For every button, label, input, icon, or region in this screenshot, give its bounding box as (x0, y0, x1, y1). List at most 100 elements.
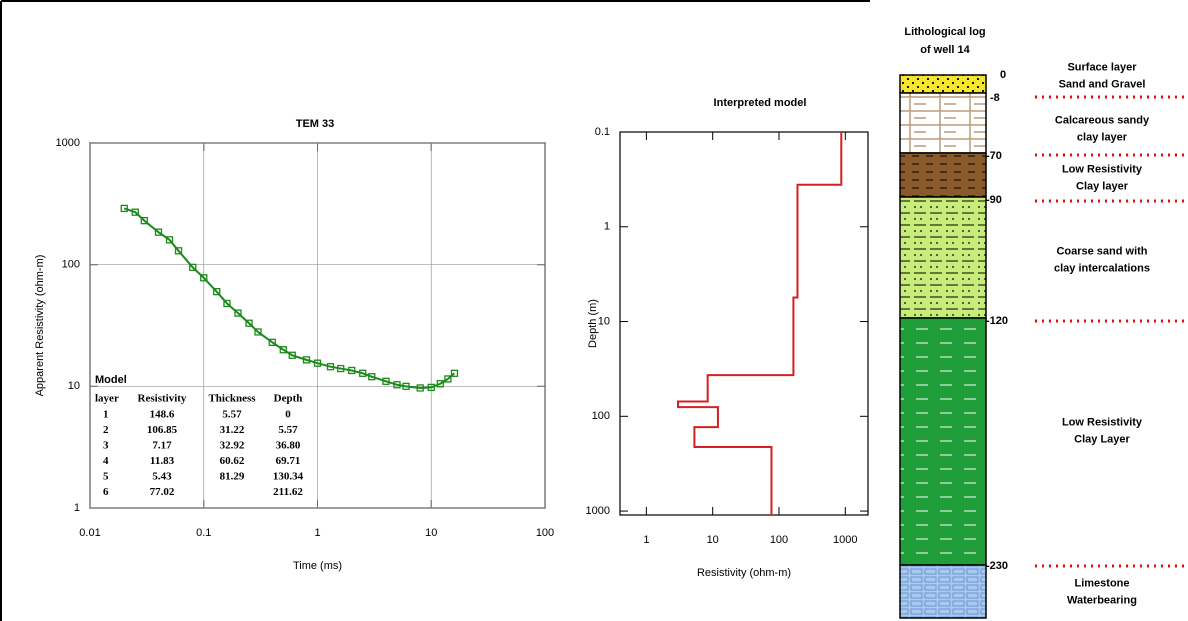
x-tick-label: 1 (643, 534, 649, 546)
table-cell: 6 (103, 486, 109, 498)
data-point (313, 359, 322, 367)
data-point (189, 263, 197, 272)
layer-description: Clay Layer (1074, 433, 1130, 445)
table-header: Resistivity (138, 393, 187, 405)
fit-line (123, 207, 456, 389)
table-cell: 5.43 (152, 471, 172, 483)
depth-label: 0 (1000, 69, 1006, 81)
boundary-lines (1035, 95, 1188, 568)
y-tick-label: 1 (74, 502, 80, 514)
depth-label: -70 (986, 150, 1002, 162)
data-point (223, 299, 231, 308)
data-point (154, 228, 163, 236)
data-point (213, 288, 221, 296)
x-tick-label: 100 (770, 534, 788, 546)
data-point (337, 364, 345, 373)
log-title: of well 14 (920, 44, 970, 56)
table-cell: 5.57 (222, 409, 242, 421)
y-tick-label: 1000 (586, 505, 610, 517)
data-point (165, 236, 174, 244)
data-point (393, 381, 401, 389)
data-point (279, 346, 287, 354)
table-cell: 130.34 (273, 471, 304, 483)
table-header: Thickness (208, 393, 256, 405)
layer-description: Clay layer (1076, 180, 1129, 192)
table-cell: 7.17 (152, 440, 172, 452)
table-cell: 2 (103, 424, 109, 436)
table-cell: 0 (285, 409, 291, 421)
data-point (234, 309, 242, 317)
layer (899, 564, 987, 619)
table-cell: 5 (103, 471, 109, 483)
layer-description: Surface layer (1067, 61, 1137, 73)
table-cell: 106.85 (147, 424, 178, 436)
layer-description: Waterbearing (1067, 594, 1137, 606)
x-tick-label: 10 (707, 534, 719, 546)
table-cell: 77.02 (150, 486, 175, 498)
table-cell: 11.83 (150, 455, 175, 467)
data-point (359, 369, 367, 377)
layer-description: Limestone (1074, 577, 1129, 589)
x-tick-label: 0.1 (196, 527, 211, 539)
layer-description: clay layer (1077, 131, 1128, 143)
depth-label: -120 (986, 315, 1008, 327)
table-cell: 5.57 (278, 424, 298, 436)
x-tick-label: 10 (425, 527, 437, 539)
chart-title: Interpreted model (714, 97, 807, 109)
data-point (140, 217, 148, 225)
table-header: layer (95, 393, 119, 405)
chart-title: TEM 33 (296, 118, 335, 130)
data-point (200, 274, 208, 282)
y-tick-label: 10 (68, 380, 80, 392)
model-title: Model (95, 374, 127, 386)
layer (899, 152, 987, 198)
model-line (677, 132, 843, 515)
layer-description: Low Resistivity (1062, 163, 1143, 175)
y-tick-label: 0.1 (595, 126, 610, 138)
data-point (436, 380, 444, 388)
layer (899, 92, 987, 154)
table-cell: 3 (103, 440, 109, 452)
y-axis-title: Apparent Resistivity (ohm-m) (34, 255, 46, 397)
table-header: Depth (274, 393, 303, 405)
data-point (302, 356, 311, 364)
data-point (326, 363, 335, 371)
data-point (402, 382, 410, 390)
data-point (450, 369, 459, 377)
data-point (368, 373, 376, 381)
table-cell: 60.62 (220, 455, 245, 467)
table-cell: 69.71 (276, 455, 301, 467)
depth-label: -90 (986, 194, 1002, 206)
data-point (131, 208, 139, 216)
y-axis-title: Depth (m) (587, 299, 599, 348)
data-point (174, 247, 183, 255)
table-cell: 81.29 (220, 471, 245, 483)
layer (899, 74, 987, 94)
layer-description: Coarse sand with (1056, 245, 1147, 257)
y-tick-label: 100 (592, 410, 610, 422)
table-cell: 31.22 (220, 424, 245, 436)
data-point (444, 375, 452, 383)
data-point (120, 204, 128, 213)
log-title: Lithological log (904, 26, 985, 38)
depth-label: -8 (990, 92, 1000, 104)
table-cell: 1 (103, 409, 109, 421)
data-point (245, 319, 253, 327)
table-cell: 32.92 (220, 440, 245, 452)
table-cell: 211.62 (273, 486, 303, 498)
data-point (348, 366, 356, 375)
x-tick-label: 100 (536, 527, 554, 539)
data-point (288, 351, 296, 359)
depth-label: -230 (986, 560, 1008, 572)
data-point (268, 338, 276, 346)
layer-description: Calcareous sandy (1055, 114, 1150, 126)
table-cell: 36.80 (276, 440, 301, 452)
data-point (382, 377, 390, 385)
plot-area (619, 131, 869, 516)
table-cell: 4 (103, 455, 109, 467)
data-point (254, 328, 262, 336)
table-cell: 148.6 (150, 409, 175, 421)
layer-description: Sand and Gravel (1059, 78, 1146, 90)
x-axis-title: Resistivity (ohm-m) (697, 567, 791, 579)
